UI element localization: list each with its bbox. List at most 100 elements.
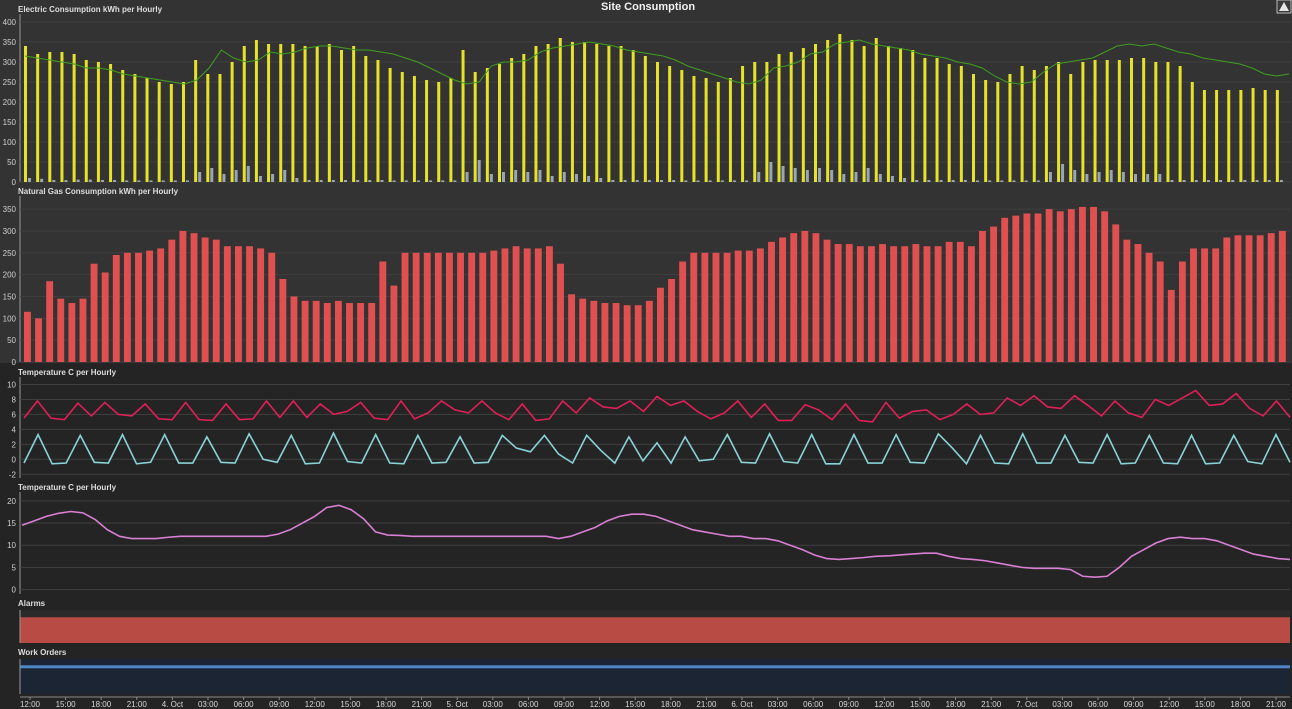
electric-bar	[510, 58, 514, 182]
x-tick-label: 12:00	[590, 700, 611, 709]
electric-bar	[84, 60, 88, 182]
gas-bar	[168, 239, 176, 362]
gas-bar	[446, 252, 453, 362]
electric-small-bar	[210, 168, 214, 182]
electric-small-bar	[599, 178, 603, 182]
gas-bar	[346, 303, 353, 362]
electric-bar	[1239, 90, 1243, 182]
electric-bar	[388, 68, 392, 182]
electric-small-bar	[356, 180, 360, 182]
temperature-line-series-0	[23, 389, 1291, 423]
electric-small-bar	[830, 170, 834, 182]
x-tick-label: 6. Oct	[731, 700, 753, 709]
electric-small-bar	[1085, 174, 1089, 182]
electric-small-bar	[720, 180, 724, 182]
electric-small-bar	[477, 160, 481, 182]
electric-bar	[1069, 74, 1073, 182]
electric-small-bar	[611, 180, 615, 182]
x-tick-label: 18:00	[1230, 700, 1251, 709]
electric-small-bar	[732, 180, 736, 182]
electric-bar	[546, 44, 550, 182]
electric-bar	[862, 46, 866, 182]
x-tick-label: 09:00	[839, 700, 860, 709]
electric-small-bar	[1000, 180, 1004, 182]
electric-bar	[400, 72, 404, 182]
electric-small-bar	[1279, 180, 1283, 182]
electric-bar	[279, 44, 283, 182]
electric-small-bar	[781, 166, 785, 182]
electric-bar	[850, 40, 854, 182]
gas-bar	[1023, 213, 1031, 362]
gas-bars	[24, 206, 1286, 362]
page-title: Site Consumption	[601, 1, 695, 13]
collapse-button[interactable]	[1276, 0, 1292, 14]
gas-bar	[1267, 233, 1275, 362]
y-tick-label: 8	[12, 395, 17, 404]
y-tick-label: 400	[3, 18, 17, 27]
gas-bar	[1223, 237, 1231, 362]
x-tick-label: 06:00	[518, 700, 539, 709]
electric-small-bar	[271, 174, 275, 182]
x-tick-label: 18:00	[91, 700, 112, 709]
electric-small-bar	[927, 180, 931, 182]
gas-bar	[890, 246, 898, 362]
electric-bar	[327, 44, 331, 182]
gas-bar	[57, 298, 65, 362]
x-tick-label: 21:00	[696, 700, 717, 709]
electric-bar	[230, 62, 234, 182]
gas-bar	[290, 296, 298, 362]
gas-bar	[46, 281, 54, 362]
x-tick-label: 12:00	[20, 700, 41, 709]
gas-bar	[823, 239, 831, 362]
electric-bar	[1032, 70, 1036, 182]
electric-bar	[1008, 74, 1012, 182]
gas-bar	[179, 230, 187, 362]
gas-bar	[357, 303, 365, 362]
gas-bar	[190, 233, 198, 362]
x-tick-label: 21:00	[1266, 700, 1287, 709]
electric-bar	[522, 54, 526, 182]
electric-small-bar	[1158, 174, 1162, 182]
gas-bar	[812, 233, 820, 362]
gas-bar	[401, 252, 409, 362]
gas-bar	[146, 250, 154, 362]
electric-small-bar	[502, 172, 505, 182]
gas-bar	[68, 303, 76, 362]
electric-bar	[923, 58, 927, 182]
electric-bar	[947, 64, 951, 182]
electric-bar	[72, 54, 76, 182]
electric-bar	[48, 52, 52, 182]
electric-bar	[680, 70, 684, 182]
y-tick-label: 4	[12, 425, 17, 434]
x-tick-label: 09:00	[554, 700, 575, 709]
electric-small-bar	[453, 180, 457, 182]
electric-small-bar	[137, 180, 141, 182]
gas-bar	[135, 252, 142, 362]
temperature-panel-title: Temperature C per Hourly	[18, 368, 117, 377]
y-tick-label: 350	[3, 205, 17, 214]
x-tick-label: 15:00	[625, 700, 646, 709]
gas-bar	[1145, 252, 1153, 362]
gas-bar	[790, 233, 798, 362]
electric-bar	[1130, 58, 1133, 182]
electric-small-bar	[1194, 180, 1198, 182]
gas-bar	[923, 246, 931, 362]
gas-bar	[1234, 235, 1242, 362]
electric-small-bar	[1267, 180, 1271, 182]
gas-bar	[590, 300, 598, 362]
gas-bar	[1067, 209, 1075, 362]
x-axis: 12:00 15:00 18:00 21:00 4. Oct 03:00 06:00 09:0…	[20, 696, 1290, 709]
electric-small-bar	[173, 180, 177, 182]
electric-bar	[668, 66, 672, 182]
gas-bar	[734, 250, 742, 362]
electric-bar	[291, 44, 295, 182]
electric-bar	[340, 50, 343, 182]
electric-bar	[1020, 66, 1024, 182]
electric-small-bar	[28, 178, 31, 182]
y-tick-label: 20	[7, 497, 16, 506]
electric-bar	[935, 58, 939, 182]
y-tick-label: 6	[12, 410, 17, 419]
x-tick-label: 12:00	[305, 700, 326, 709]
electric-small-bar	[149, 180, 153, 182]
electric-small-bar	[818, 168, 821, 182]
